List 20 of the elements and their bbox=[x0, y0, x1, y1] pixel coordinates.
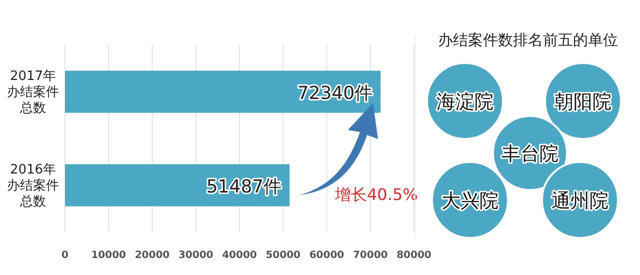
category-label: 大兴院 bbox=[442, 190, 498, 212]
x-tick-label: 10000 bbox=[91, 250, 126, 261]
category-label: 丰台院 bbox=[502, 143, 558, 165]
data-label: 72340件 bbox=[297, 82, 373, 104]
x-tick-label: 20000 bbox=[134, 250, 170, 261]
x-tick-label: 60000 bbox=[309, 250, 344, 261]
x-tick-label: 30000 bbox=[178, 250, 214, 261]
x-tick-label: 40000 bbox=[222, 250, 257, 261]
x-tick-label: 0 bbox=[62, 250, 69, 261]
x-tick-label: 50000 bbox=[266, 250, 301, 261]
y-tick-label: 2016年办结案件总数 bbox=[7, 162, 59, 210]
x-tick-label: 80000 bbox=[396, 250, 432, 261]
annotation: 增长40.5% bbox=[334, 185, 418, 204]
y-tick-label: 2017年办结案件总数 bbox=[7, 68, 59, 116]
category-label: 朝阳院 bbox=[554, 91, 612, 113]
x-tick-label: 70000 bbox=[352, 250, 388, 261]
category-label: 海淀院 bbox=[436, 91, 494, 113]
text: 办结案件数排名前五的单位 bbox=[438, 31, 618, 49]
data-label: 51487件 bbox=[206, 176, 282, 198]
category-label: 通州院 bbox=[552, 190, 608, 212]
